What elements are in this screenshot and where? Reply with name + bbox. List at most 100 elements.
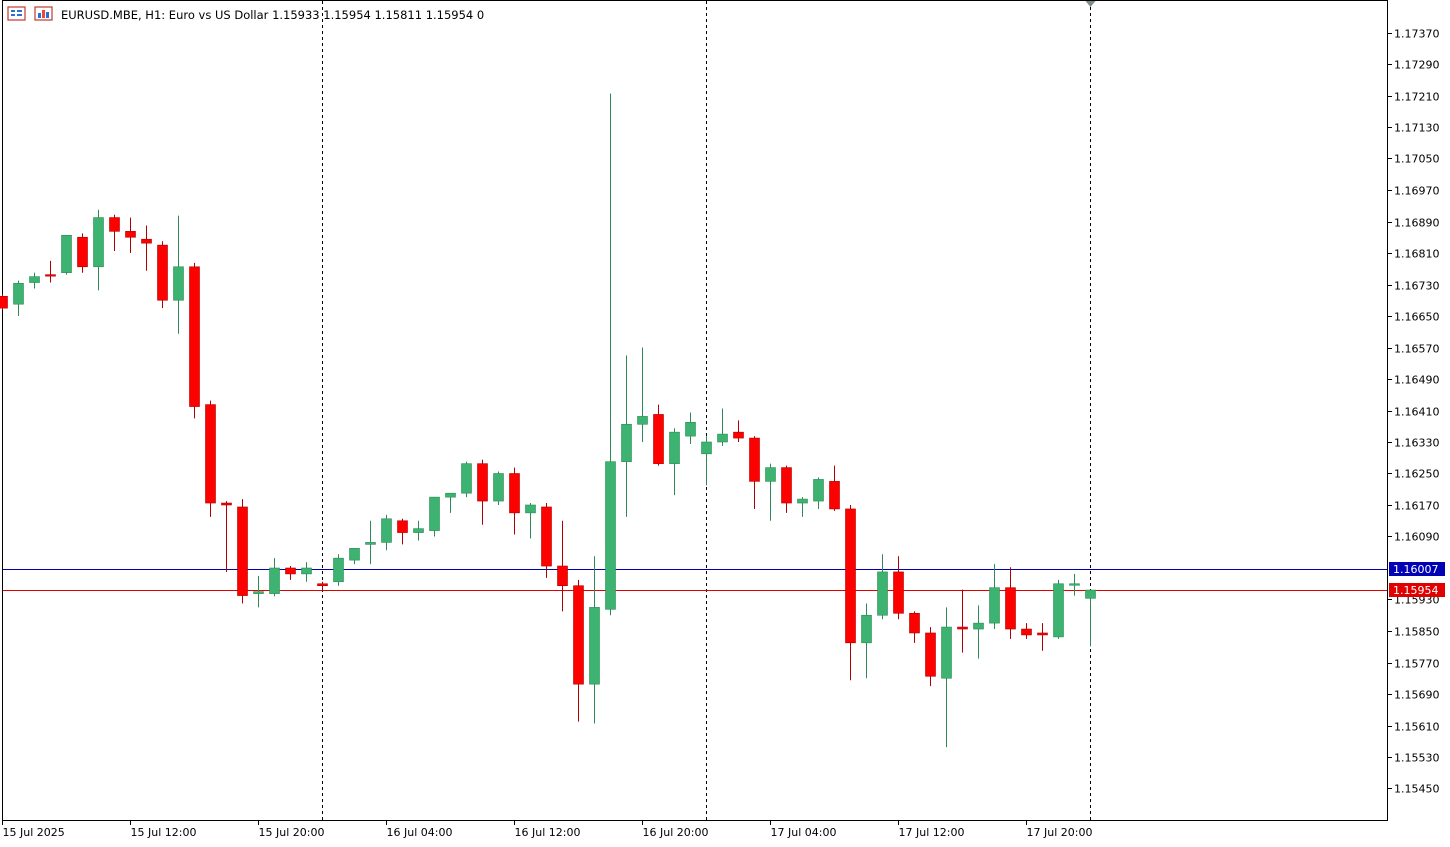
candle [1037,623,1048,651]
header-symbol: EURUSD.MBE [61,8,138,22]
candle [221,501,232,572]
candle [637,347,648,442]
candle [237,499,248,604]
candle [557,520,568,612]
candle [909,611,920,643]
candles [0,93,1096,748]
candle [1069,573,1080,596]
candle [317,581,328,590]
candle-body [973,622,984,630]
time-tick-label: 17 Jul 04:00 [771,826,837,839]
header-volume: 0 [477,8,484,22]
candle [1021,623,1032,639]
candle-body [669,431,680,464]
candle-body [685,422,696,437]
candle [749,436,760,509]
candle [29,272,40,289]
candle [461,461,472,498]
candle [157,241,168,309]
candle [477,459,488,525]
candle [429,496,440,537]
last-price-tag-bg [1389,583,1445,597]
candle [189,262,200,419]
time-tick-label: 17 Jul 20:00 [1027,826,1093,839]
time-axis[interactable]: 15 Jul 2025 15 Jul 12:00 15 Jul 20:00 16 Ju… [2,820,1093,839]
bid-price-tag-text: 1.16007 [1393,563,1439,576]
last-price-tag: 1.15954 [1389,583,1445,597]
candle [589,556,600,724]
candle-body [861,614,872,644]
price-tags: 1.16007 1.15954 [1389,562,1445,597]
candle-body [45,274,56,277]
price-axis[interactable]: 1.17370 1.17290 1.17210 1.17130 1.17050 1.169… [1387,28,1440,796]
header-timeframe: H1: [145,8,165,22]
shift-marker-icon [1085,1,1096,7]
candle-body [989,587,1000,624]
candle [349,548,360,565]
candle-body [301,567,312,575]
price-tick-label: 1.16730 [1394,280,1440,293]
symbol-icon[interactable] [34,6,53,21]
candle [605,93,616,616]
candle-body [797,498,808,504]
price-tick-label: 1.17290 [1394,59,1440,72]
chart-window-icon[interactable] [7,6,26,21]
candle-body [253,591,264,594]
candle [61,234,72,275]
candle-body [877,571,888,616]
price-tick-label: 1.15530 [1394,752,1440,765]
candle-body [829,481,840,510]
candle [141,225,152,271]
candle [781,465,792,513]
price-tick-label: 1.16490 [1394,374,1440,387]
candle-body [285,567,296,575]
candle-body [1053,583,1064,638]
plot-area[interactable] [2,0,1388,821]
candle-body [909,612,920,634]
candle-body [925,632,936,677]
price-tick-label: 1.16090 [1394,531,1440,544]
candle-body [157,244,168,301]
candle-body [573,585,584,685]
candle-body [269,567,280,594]
candle-body [397,520,408,533]
candle-body [493,473,504,502]
price-tick-label: 1.16970 [1394,185,1440,198]
candle-body [413,528,424,533]
candle-body [893,571,904,614]
chart-header: EURUSD.MBE, H1: Euro vs US Dollar 1.1593… [7,6,484,22]
candle [381,514,392,551]
candle-body [173,266,184,301]
candle-body [205,404,216,504]
candle [717,408,728,446]
candle [1005,567,1016,639]
candle [93,209,104,291]
candle-body [637,416,648,425]
price-tick-label: 1.16250 [1394,468,1440,481]
candle-body [445,492,456,498]
candle-body [621,423,632,462]
candle [765,463,776,521]
candle [205,400,216,517]
candle-body [141,238,152,244]
candle-body [1021,628,1032,636]
candle-body [845,508,856,644]
candle-body [317,583,328,587]
bid-price-tag: 1.16007 [1389,562,1445,576]
candle [253,575,264,608]
time-tick-label: 15 Jul 2025 [3,826,65,839]
candle [829,465,840,511]
candle [893,556,904,620]
header-ohlc: 1.15933 1.15954 1.15811 1.15954 [272,8,473,22]
candle [0,294,8,311]
price-tick-label: 1.16890 [1394,217,1440,230]
time-tick-label: 15 Jul 20:00 [259,826,325,839]
svg-text:EURUSD.MBE, H1: Euro vs US Do: EURUSD.MBE, H1: Euro vs US Dollar 1.1593… [61,8,484,22]
price-tick-label: 1.16330 [1394,437,1440,450]
price-tick-label: 1.15450 [1394,783,1440,796]
candle [1085,589,1096,647]
candle-body [589,607,600,685]
candle [653,404,664,466]
